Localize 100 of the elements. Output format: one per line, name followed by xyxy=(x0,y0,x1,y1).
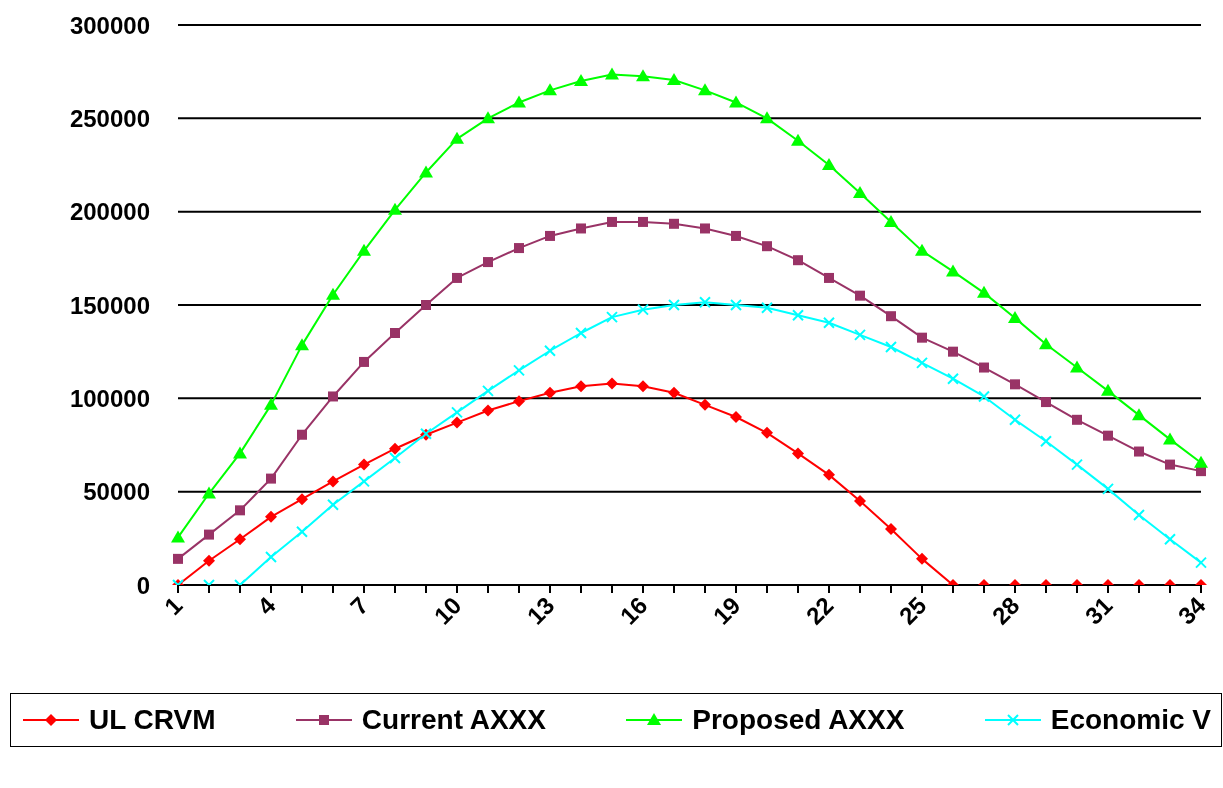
point xyxy=(575,380,587,393)
point xyxy=(667,73,681,86)
legend-label: UL CRVM xyxy=(89,704,216,736)
point xyxy=(326,287,340,300)
point xyxy=(917,332,927,343)
point xyxy=(234,533,246,546)
point xyxy=(606,377,618,390)
point xyxy=(822,158,836,170)
point xyxy=(450,131,464,144)
point xyxy=(419,165,433,178)
point xyxy=(668,386,680,399)
point xyxy=(576,223,586,234)
point xyxy=(761,301,773,314)
x-tick-label: 13 xyxy=(521,591,560,630)
point xyxy=(297,429,307,440)
point xyxy=(1072,414,1082,425)
point xyxy=(544,386,556,399)
point xyxy=(1194,455,1208,468)
point xyxy=(545,230,555,241)
point xyxy=(760,111,774,124)
x-tick-label: 7 xyxy=(345,591,374,620)
point xyxy=(946,264,960,277)
point xyxy=(389,452,401,465)
point xyxy=(265,510,277,523)
point xyxy=(823,316,835,329)
point xyxy=(513,395,525,408)
point xyxy=(637,303,649,316)
point xyxy=(358,475,370,488)
point xyxy=(358,458,370,471)
point xyxy=(296,525,308,538)
point xyxy=(824,272,834,283)
point xyxy=(173,553,183,564)
point xyxy=(482,404,494,417)
y-tick-label: 0 xyxy=(136,571,150,599)
point xyxy=(948,346,958,357)
point xyxy=(791,133,805,146)
point xyxy=(357,243,371,256)
point xyxy=(235,505,245,516)
point xyxy=(1071,458,1083,471)
point xyxy=(483,257,493,268)
legend-label: Current AXXX xyxy=(361,704,546,736)
point xyxy=(512,95,526,108)
y-tick-label: 300000 xyxy=(69,11,150,39)
point xyxy=(947,372,959,385)
point xyxy=(978,390,990,403)
y-tick-label: 250000 xyxy=(69,104,150,132)
point xyxy=(700,223,710,234)
point xyxy=(452,272,462,283)
point xyxy=(203,554,215,567)
point xyxy=(1008,311,1022,324)
point xyxy=(886,311,896,322)
point xyxy=(1164,533,1176,546)
point xyxy=(698,83,712,96)
point xyxy=(730,299,742,311)
x-tick-label: 31 xyxy=(1079,591,1118,630)
point xyxy=(327,475,339,488)
point xyxy=(885,523,897,535)
point xyxy=(916,552,928,565)
point xyxy=(1163,432,1177,445)
y-tick-label: 50000 xyxy=(83,478,150,506)
point xyxy=(1070,360,1084,373)
point xyxy=(482,384,494,397)
x-tick-label: 25 xyxy=(893,591,932,630)
point xyxy=(1102,482,1114,495)
x-tick-label: 1 xyxy=(159,591,188,620)
point xyxy=(638,216,648,227)
point xyxy=(792,309,804,322)
point xyxy=(359,356,369,367)
point xyxy=(204,529,214,540)
point xyxy=(855,290,865,301)
point xyxy=(1195,556,1207,569)
point xyxy=(389,442,401,455)
point xyxy=(762,241,772,252)
point xyxy=(1010,379,1020,390)
point xyxy=(605,67,619,80)
point xyxy=(513,364,525,377)
point xyxy=(884,214,898,227)
point xyxy=(481,111,495,124)
point xyxy=(233,446,247,459)
point xyxy=(1041,397,1051,408)
point xyxy=(171,530,185,543)
point xyxy=(669,218,679,229)
point xyxy=(979,362,989,373)
point xyxy=(792,447,804,460)
legend-label: Proposed AXXX xyxy=(692,704,905,736)
point xyxy=(451,416,463,429)
point xyxy=(977,285,991,298)
point xyxy=(1134,446,1144,457)
point xyxy=(823,468,835,481)
point xyxy=(514,243,524,254)
x-tick-label: 4 xyxy=(252,591,281,620)
point xyxy=(421,300,431,310)
y-tick-label: 150000 xyxy=(69,291,150,319)
x-tick-label: 16 xyxy=(614,591,653,630)
legend-label: Economic V xyxy=(1050,704,1211,736)
x-tick-label: 19 xyxy=(707,591,746,630)
point xyxy=(607,216,617,227)
point xyxy=(264,397,278,410)
point xyxy=(699,296,711,309)
point xyxy=(793,255,803,266)
